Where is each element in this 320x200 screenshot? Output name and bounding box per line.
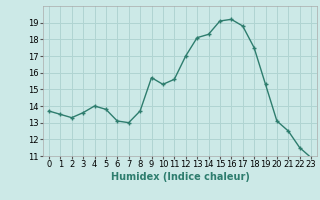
X-axis label: Humidex (Indice chaleur): Humidex (Indice chaleur) — [111, 172, 249, 182]
